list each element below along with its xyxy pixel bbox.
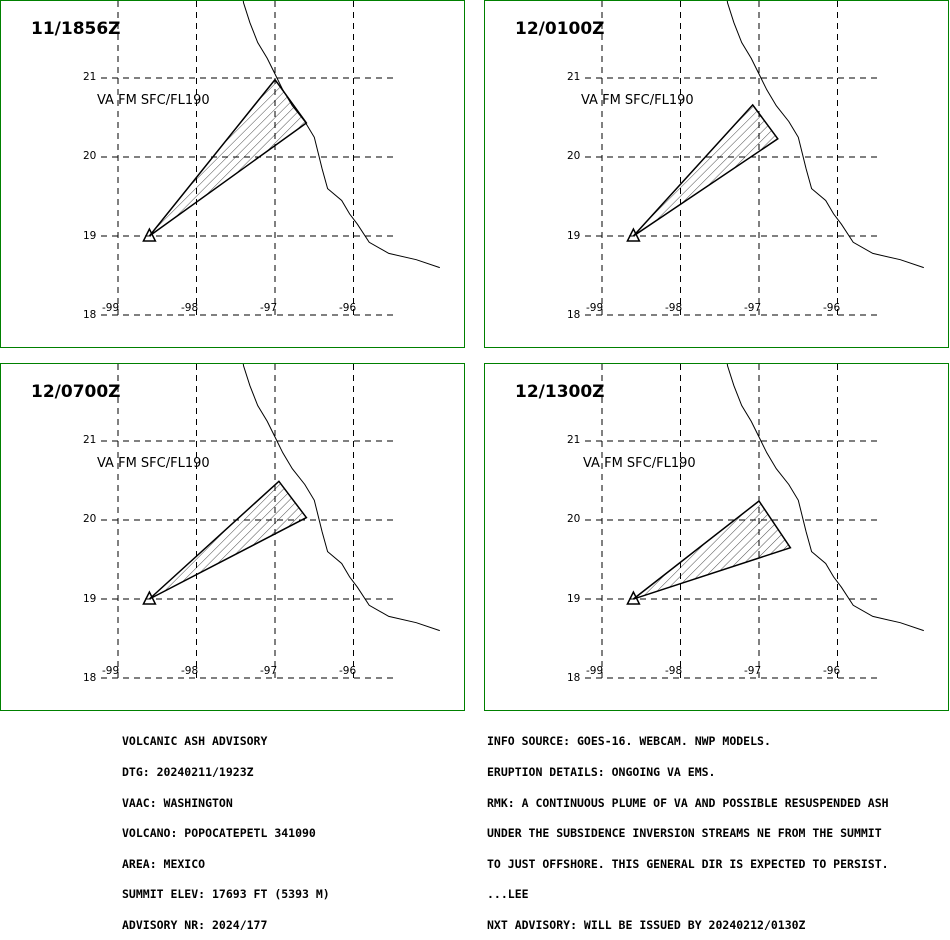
- ash-plume-polygon: [148, 480, 308, 600]
- advisory-dtg: DTG: 20240211/1923Z: [122, 765, 254, 780]
- advisory-forecaster: ...LEE: [487, 887, 529, 902]
- lat-tick-19: 19: [567, 593, 581, 605]
- lon-tick-97: -97: [744, 302, 762, 314]
- lat-tick-21: 21: [567, 71, 581, 83]
- lat-tick-18: 18: [567, 672, 581, 684]
- valid-time-label: 12/1300Z: [515, 382, 605, 402]
- lat-tick-20: 20: [567, 513, 581, 525]
- lon-tick-99: -99: [586, 665, 604, 677]
- lon-tick-99: -99: [102, 302, 120, 314]
- valid-time-label: 12/0700Z: [31, 382, 121, 402]
- lat-tick-19: 19: [567, 230, 581, 242]
- advisory-remark-line: UNDER THE SUBSIDENCE INVERSION STREAMS N…: [487, 826, 882, 841]
- va-layer-label: VA FM SFC/FL190: [583, 456, 696, 471]
- lon-tick-96: -96: [339, 302, 357, 314]
- map-svg-2: [585, 1, 924, 319]
- lat-tick-21: 21: [83, 434, 97, 446]
- lon-tick-98: -98: [665, 302, 683, 314]
- advisory-remark-line: RMK: A CONTINUOUS PLUME OF VA AND POSSIB…: [487, 795, 889, 810]
- advisory-eruption-details: ERUPTION DETAILS: ONGOING VA EMS.: [487, 765, 716, 780]
- volcano-triangle-icon: [626, 590, 641, 605]
- lat-tick-18: 18: [83, 672, 97, 684]
- lon-tick-99: -99: [586, 302, 604, 314]
- lon-tick-96: -96: [823, 665, 841, 677]
- lon-tick-98: -98: [665, 665, 683, 677]
- valid-time-label: 12/0100Z: [515, 19, 605, 39]
- lat-tick-20: 20: [83, 150, 97, 162]
- advisory-vaac: VAAC: WASHINGTON: [122, 795, 233, 810]
- valid-time-label: 11/1856Z: [31, 19, 121, 39]
- map-svg-4: [585, 364, 924, 682]
- va-layer-label: VA FM SFC/FL190: [97, 456, 210, 471]
- coastline: [242, 364, 440, 632]
- ash-plume-polygon: [632, 103, 779, 237]
- advisory-summit-elev: SUMMIT ELEV: 17693 FT (5393 M): [122, 887, 330, 902]
- lat-tick-20: 20: [567, 150, 581, 162]
- map-svg-1: [101, 1, 440, 319]
- advisory-header-block: VOLCANIC ASH ADVISORY DTG: 20240211/1923…: [122, 716, 330, 940]
- lat-tick-18: 18: [567, 309, 581, 321]
- va-layer-label: VA FM SFC/FL190: [581, 93, 694, 108]
- lon-tick-98: -98: [181, 665, 199, 677]
- volcano-triangle-icon: [142, 227, 157, 242]
- lon-tick-97: -97: [744, 665, 762, 677]
- map-panel-2: 12/0100Z VA FM SFC/FL190 21 20 19 18 -99…: [484, 0, 949, 348]
- advisory-area: AREA: MEXICO: [122, 856, 206, 871]
- lon-tick-99: -99: [102, 665, 120, 677]
- lat-tick-20: 20: [83, 513, 97, 525]
- advisory-remark-line: TO JUST OFFSHORE. THIS GENERAL DIR IS EX…: [487, 856, 889, 871]
- volcano-triangle-icon: [142, 590, 157, 605]
- lon-tick-96: -96: [823, 302, 841, 314]
- volcano-triangle-icon: [626, 227, 641, 242]
- ash-plume-polygon: [632, 499, 792, 600]
- map-panel-4: 12/1300Z VA FM SFC/FL190 21 20 19 18 -99…: [484, 363, 949, 711]
- map-panel-3: 12/0700Z VA FM SFC/FL190 21 20 19 18 -99…: [0, 363, 465, 711]
- lat-tick-21: 21: [83, 71, 97, 83]
- lat-tick-19: 19: [83, 593, 97, 605]
- advisory-number: ADVISORY NR: 2024/177: [122, 918, 268, 933]
- lon-tick-97: -97: [260, 302, 278, 314]
- lat-tick-18: 18: [83, 309, 97, 321]
- ash-plume-polygon: [148, 78, 308, 237]
- coastline: [242, 1, 440, 269]
- advisory-next: NXT ADVISORY: WILL BE ISSUED BY 20240212…: [487, 918, 806, 933]
- map-svg-3: [101, 364, 440, 682]
- va-layer-label: VA FM SFC/FL190: [97, 93, 210, 108]
- lon-tick-96: -96: [339, 665, 357, 677]
- lat-tick-21: 21: [567, 434, 581, 446]
- advisory-remarks-block: INFO SOURCE: GOES-16. WEBCAM. NWP MODELS…: [487, 716, 889, 940]
- advisory-title: VOLCANIC ASH ADVISORY: [122, 734, 268, 749]
- map-panel-1: 11/1856Z VA FM SFC/FL190 21 20 19 18 -99…: [0, 0, 465, 348]
- coastline: [726, 1, 924, 269]
- lat-tick-19: 19: [83, 230, 97, 242]
- lon-tick-97: -97: [260, 665, 278, 677]
- advisory-info-source: INFO SOURCE: GOES-16. WEBCAM. NWP MODELS…: [487, 734, 771, 749]
- coastline: [726, 364, 924, 632]
- advisory-volcano: VOLCANO: POPOCATEPETL 341090: [122, 826, 316, 841]
- lon-tick-98: -98: [181, 302, 199, 314]
